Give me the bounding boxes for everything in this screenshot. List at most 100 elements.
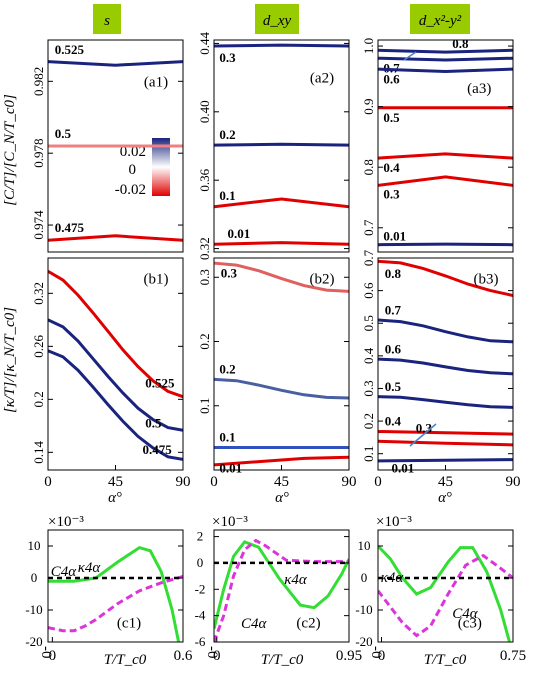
plot-frame-c3 xyxy=(377,529,514,643)
ytick-label-b2-2: 0.3 xyxy=(197,269,212,285)
series-line-b3-6 xyxy=(378,458,513,463)
ytick-label-b2-1: 0.2 xyxy=(197,333,212,349)
series-line-c1-0 xyxy=(48,545,181,642)
scale-c2: ×10⁻³ xyxy=(212,514,248,530)
ytick-label-c3-3: 10 xyxy=(358,538,371,553)
series-label-c3-1: C4α xyxy=(452,606,479,622)
series-line-a3-2 xyxy=(378,67,513,74)
series-line-b1-2 xyxy=(48,349,183,461)
series-line-c2-0 xyxy=(214,540,349,630)
xlabel-T-3: T/T_c0 xyxy=(424,652,467,668)
series-label-a3-2: 0.6 xyxy=(383,71,400,86)
plot-frame-c1 xyxy=(47,529,184,643)
xtick-label-c1-2: 0.6 xyxy=(174,648,193,664)
series-line-b3-5 xyxy=(378,439,513,447)
xtick-label-c3-2: 0.75 xyxy=(500,648,526,664)
xtick-label-c3-1: 0 xyxy=(378,648,386,664)
ytick-label-c3-1: -10 xyxy=(355,602,372,617)
ytick-label-c2-4: 2 xyxy=(197,529,204,544)
ytick-label-a3-1: 0.8 xyxy=(361,159,376,175)
series-label-a3-3: 0.5 xyxy=(383,110,400,125)
header-dx2y2-box xyxy=(410,4,470,34)
series-label-a3-1: 0.7 xyxy=(383,60,400,75)
xlabel-alpha-1: α° xyxy=(108,490,122,506)
ytick-label-a1-1: 0.978 xyxy=(31,139,46,168)
ytick-label-a3-2: 0.9 xyxy=(361,99,376,115)
ytick-label-a1-2: 0.982 xyxy=(31,67,46,96)
arrow-b3 xyxy=(409,423,437,447)
xtick-label-c2-0: -0 xyxy=(204,646,220,659)
series-label-b3-5: 0.3 xyxy=(416,420,433,435)
series-line-b3-1 xyxy=(378,318,513,344)
colorbar xyxy=(152,138,170,196)
series-line-a2-2 xyxy=(214,197,349,209)
ytick-label-c2-3: 0 xyxy=(197,555,204,570)
scale-c3: ×10⁻³ xyxy=(376,514,412,530)
panel-label-a1: (a1) xyxy=(144,75,168,91)
ytick-label-c3-2: 0 xyxy=(361,570,368,585)
series-label-c2-0: κ4α xyxy=(284,572,308,588)
series-label-b2-0: 0.3 xyxy=(221,266,238,281)
ytick-label-c1-2: 0 xyxy=(31,570,38,585)
series-label-a2-3: 0.01 xyxy=(228,226,251,241)
series-line-a3-0 xyxy=(378,48,513,54)
series-label-b3-3: 0.5 xyxy=(385,379,402,394)
xtick-label-c1-1: 0 xyxy=(49,648,57,664)
ytick-label-b3-2: 0.3 xyxy=(361,380,376,396)
series-line-b3-0 xyxy=(378,259,513,297)
series-label-b1-0: 0.525 xyxy=(145,375,175,390)
series-line-b3-2 xyxy=(378,357,513,376)
ylabel-row-a: [C/T]/[C_N/T_c0] xyxy=(2,94,18,206)
series-line-a2-1 xyxy=(214,142,349,147)
series-label-b3-6: 0.01 xyxy=(392,461,415,476)
ytick-label-c2-1: -4 xyxy=(195,608,206,623)
series-line-c1-1 xyxy=(48,574,183,633)
xtick-label-b2-2: 90 xyxy=(342,474,357,490)
ytick-label-b1-2: 0.26 xyxy=(31,334,46,357)
ytick-label-b3-3: 0.4 xyxy=(361,347,376,364)
panel-label-c2: (c2) xyxy=(296,615,320,631)
ytick-label-c3-0: -20 xyxy=(355,634,372,649)
ytick-label-b3-0: 0.1 xyxy=(361,446,376,462)
panel-label-b3: (b3) xyxy=(474,271,499,287)
ytick-label-a3-3: 1.0 xyxy=(361,38,376,54)
series-label-a2-2: 0.1 xyxy=(219,188,235,203)
panel-label-c1: (c1) xyxy=(117,615,141,631)
series-label-a3-5: 0.3 xyxy=(383,187,400,202)
xlabel-T-1: T/T_c0 xyxy=(104,652,147,668)
series-line-a3-5 xyxy=(378,175,513,187)
series-label-b1-1: 0.5 xyxy=(145,416,162,431)
header-dx2y2: d_x²-y² xyxy=(419,13,462,29)
series-label-c1-0: κ4α xyxy=(78,560,102,576)
series-line-b3-3 xyxy=(378,395,513,409)
series-line-b2-1 xyxy=(214,377,349,400)
series-line-a2-3 xyxy=(214,241,349,246)
series-label-a3-6: 0.01 xyxy=(383,229,406,244)
series-label-a3-4: 0.4 xyxy=(383,160,400,175)
ytick-label-b1-1: 0.2 xyxy=(31,391,46,407)
series-line-b2-0 xyxy=(214,261,349,293)
ytick-label-a1-0: 0.974 xyxy=(31,210,46,240)
series-line-b1-0 xyxy=(48,270,183,399)
panel-label-a2: (a2) xyxy=(310,70,334,86)
xtick-label-c3-0: -0 xyxy=(368,646,384,659)
xtick-label-b1-1: 45 xyxy=(108,474,123,490)
series-label-b2-2: 0.1 xyxy=(219,430,235,445)
series-line-c3-1 xyxy=(378,553,513,638)
panel-label-a3: (a3) xyxy=(467,81,491,97)
colorbar-tick-bot: -0.02 xyxy=(115,182,146,198)
xtick-label-b1-0: 0 xyxy=(44,474,52,490)
header-dxy: d_xy xyxy=(263,13,292,29)
ytick-label-c2-2: -2 xyxy=(195,581,206,596)
series-label-b1-2: 0.475 xyxy=(143,442,173,457)
panel-b1: 0.525 0.5 0.475 0.14 0.2 0.26 0.32 0 45 90 (b1) xyxy=(31,257,191,490)
series-label-b2-3: 0.01 xyxy=(219,460,242,475)
series-label-a1-1: 0.5 xyxy=(55,126,72,141)
series-line-c2-1 xyxy=(214,538,349,642)
series-line-a2-0 xyxy=(214,43,349,48)
series-line-a1-0 xyxy=(48,60,183,67)
header-dxy-box xyxy=(255,4,299,34)
xtick-label-b3-2: 90 xyxy=(506,474,521,490)
